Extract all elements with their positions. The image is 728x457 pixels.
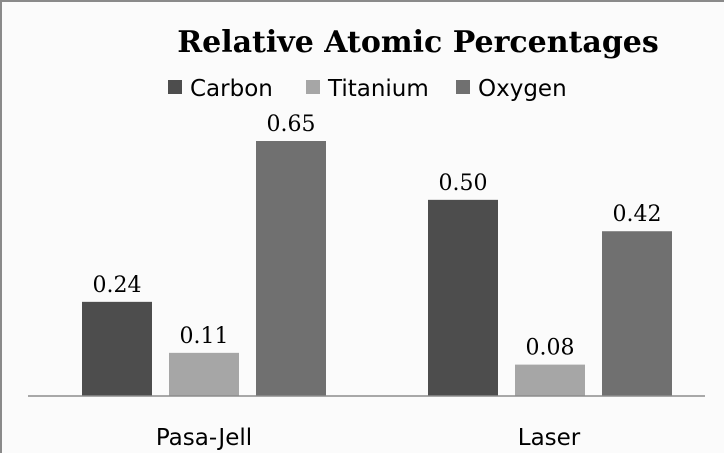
legend-label-oxygen: Oxygen [478, 76, 567, 102]
legend-label-titanium: Titanium [327, 76, 429, 102]
category-label-pasa-jell: Pasa-Jell [156, 425, 252, 451]
data-label-laser-carbon: 0.50 [439, 171, 488, 196]
bar-laser-carbon [428, 199, 498, 396]
category-label-laser: Laser [518, 425, 581, 451]
data-label-laser-titanium: 0.08 [526, 336, 575, 361]
bar-pasa-jell-titanium [169, 352, 239, 396]
chart-title: Relative Atomic Percentages [177, 25, 659, 60]
legend-label-carbon: Carbon [190, 76, 273, 102]
data-label-pasa-jell-carbon: 0.24 [93, 273, 142, 298]
bar-pasa-jell-oxygen [256, 141, 326, 396]
legend-swatch-oxygen [456, 80, 470, 94]
legend-swatch-carbon [168, 80, 182, 94]
data-label-laser-oxygen: 0.42 [613, 202, 662, 227]
bar-laser-oxygen [602, 231, 672, 396]
data-labels-group: 0.24 0.11 0.65 0.50 0.08 0.42 [93, 112, 662, 361]
data-label-pasa-jell-oxygen: 0.65 [267, 112, 316, 137]
bar-laser-titanium [515, 364, 585, 396]
data-label-pasa-jell-titanium: 0.11 [180, 324, 229, 349]
legend: Carbon Titanium Oxygen [168, 76, 567, 102]
bar-pasa-jell-carbon [82, 301, 152, 396]
bars-group [82, 141, 672, 396]
legend-swatch-titanium [306, 80, 320, 94]
